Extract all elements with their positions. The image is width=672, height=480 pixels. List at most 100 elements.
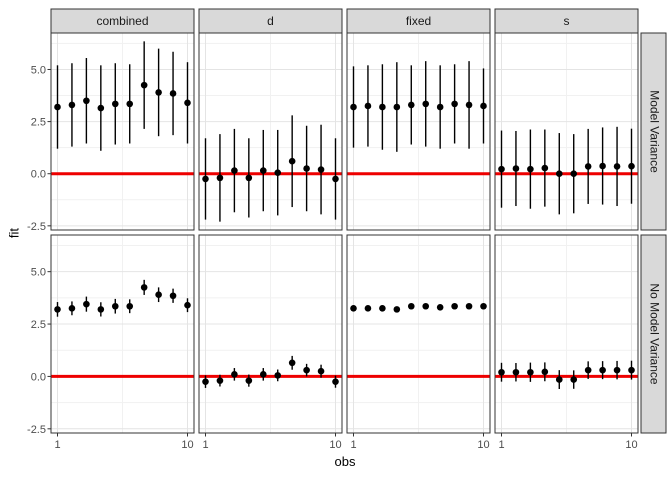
data-point — [379, 103, 386, 111]
data-point — [498, 368, 505, 376]
data-point — [527, 368, 534, 376]
data-point — [527, 165, 534, 173]
panel-fixed-0 — [346, 32, 491, 231]
data-point — [451, 302, 458, 310]
data-point — [584, 163, 592, 170]
x-axis: 1 10 1 10 1 10 1 10 — [54, 433, 638, 451]
data-point — [126, 100, 134, 108]
data-point — [169, 90, 177, 97]
y-axis: 5.0 2.5 0.0 -2.5 5.0 2.5 0.0 -2.5 — [27, 64, 51, 436]
data-point — [364, 102, 372, 110]
facet-strip-col-s: s — [494, 8, 639, 34]
data-point — [274, 169, 282, 176]
data-point — [451, 100, 458, 108]
data-point — [480, 102, 487, 110]
data-point — [555, 170, 563, 178]
data-point — [216, 377, 224, 384]
data-point — [245, 377, 253, 384]
data-point — [97, 104, 105, 112]
data-point — [465, 101, 473, 109]
data-point — [169, 292, 177, 300]
panel-combined-0 — [50, 32, 195, 231]
data-point — [317, 367, 325, 375]
data-point — [570, 376, 578, 383]
data-point — [555, 376, 563, 383]
panel-combined-1 — [50, 234, 195, 434]
data-point — [155, 89, 162, 96]
facet-strip-label: s — [564, 14, 570, 28]
data-point — [216, 174, 224, 182]
data-point — [303, 165, 310, 172]
facet-strip-label: combined — [96, 14, 148, 28]
y-tick-label: 5.0 — [31, 267, 46, 279]
data-point — [599, 366, 606, 374]
data-point — [231, 167, 238, 174]
data-point — [599, 162, 606, 170]
data-point — [350, 305, 357, 312]
data-point — [541, 164, 549, 172]
facet-strip-label: Model Variance — [647, 90, 661, 173]
data-point — [140, 284, 148, 291]
data-point — [184, 301, 191, 309]
data-point — [512, 368, 520, 376]
data-point — [436, 303, 444, 311]
data-point — [126, 302, 134, 310]
data-point — [83, 97, 90, 105]
data-point — [54, 306, 61, 313]
data-point — [184, 99, 191, 107]
x-tick-label: 1 — [498, 439, 504, 451]
data-point — [245, 174, 253, 182]
data-point — [317, 166, 325, 173]
y-tick-label: 0.0 — [31, 371, 46, 383]
data-point — [231, 371, 238, 378]
x-axis-title: obs — [334, 454, 356, 469]
panel-d-1 — [198, 234, 343, 434]
y-tick-label: -2.5 — [27, 424, 46, 436]
data-point — [436, 103, 444, 111]
data-point — [480, 302, 487, 310]
facet-strip-col-fixed: fixed — [346, 8, 491, 34]
facet-strip-row-0: Model Variance — [640, 32, 667, 231]
data-point — [570, 170, 578, 178]
y-tick-label: 0.0 — [31, 169, 46, 181]
facet-strip-label: No Model Variance — [647, 283, 661, 384]
data-point — [332, 175, 339, 183]
data-point — [155, 291, 162, 299]
data-point — [422, 100, 430, 108]
y-tick-label: 2.5 — [31, 117, 46, 129]
data-point — [54, 103, 61, 111]
data-point — [259, 371, 267, 378]
data-point — [628, 366, 635, 374]
panel-s-1 — [494, 234, 639, 434]
data-point — [498, 165, 505, 173]
data-point — [202, 175, 209, 183]
panel-d-0 — [198, 32, 343, 231]
data-point — [332, 378, 339, 385]
x-tick-label: 1 — [350, 439, 356, 451]
facet-strip-col-d: d — [198, 8, 343, 34]
data-point — [97, 306, 105, 313]
data-point — [541, 368, 549, 376]
x-tick-label: 10 — [181, 439, 193, 451]
data-point — [422, 302, 430, 310]
data-point — [259, 167, 267, 174]
data-point — [111, 100, 119, 108]
data-point — [303, 366, 310, 374]
data-point — [584, 366, 592, 374]
panel-s-0 — [494, 32, 639, 231]
y-tick-label: 5.0 — [31, 64, 46, 76]
y-axis-title: fit — [6, 227, 22, 239]
data-point — [465, 302, 473, 310]
y-tick-label: 2.5 — [31, 319, 46, 331]
panel-fixed-1 — [346, 234, 491, 434]
facet-strip-label: fixed — [406, 14, 431, 28]
x-tick-label: 10 — [329, 439, 341, 451]
x-tick-label: 1 — [54, 439, 60, 451]
x-tick-label: 10 — [477, 439, 489, 451]
data-point — [202, 378, 209, 385]
facet-strip-col-combined: combined — [50, 8, 195, 34]
data-point — [512, 165, 520, 172]
facet-strip-label: d — [267, 14, 274, 28]
